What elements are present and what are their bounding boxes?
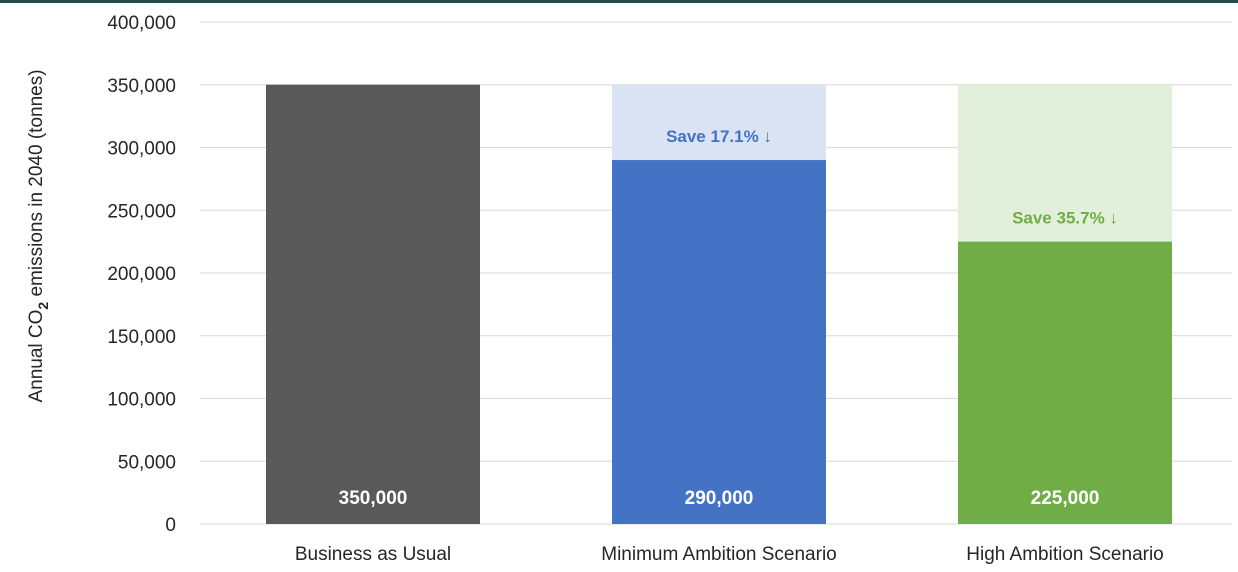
y-tick-label: 0 bbox=[165, 515, 176, 536]
savings-label: Save 17.1% ↓ bbox=[666, 127, 772, 146]
y-tick-label: 300,000 bbox=[107, 139, 176, 160]
y-tick-label: 250,000 bbox=[107, 201, 176, 222]
y-axis-tick-labels: 0 50,000 100,000 150,000 200,000 250,000 300,0… bbox=[107, 13, 176, 536]
savings-bands bbox=[612, 84, 1172, 242]
bar-value-label: 225,000 bbox=[1031, 488, 1100, 509]
bar bbox=[612, 160, 826, 525]
x-category-label: Minimum Ambition Scenario bbox=[601, 544, 836, 565]
x-category-label: Business as Usual bbox=[295, 544, 451, 565]
y-axis-title-part-1: Annual CO bbox=[26, 310, 47, 403]
y-axis-title-part-2: emissions in 2040 (tonnes) bbox=[26, 69, 47, 301]
y-tick-label: 200,000 bbox=[107, 264, 176, 285]
x-category-label: High Ambition Scenario bbox=[966, 544, 1164, 565]
y-tick-label: 350,000 bbox=[107, 76, 176, 97]
x-axis-category-labels: Business as Usual Minimum Ambition Scenar… bbox=[295, 544, 1164, 565]
bar bbox=[266, 84, 480, 524]
y-tick-label: 400,000 bbox=[107, 13, 176, 34]
y-axis-title-subscript: 2 bbox=[35, 302, 51, 310]
savings-band bbox=[958, 84, 1172, 242]
y-tick-label: 100,000 bbox=[107, 390, 176, 411]
y-tick-label: 50,000 bbox=[118, 452, 176, 473]
savings-band bbox=[612, 84, 826, 161]
bars bbox=[266, 84, 1172, 525]
top-rule bbox=[0, 0, 1238, 3]
bar-labels: 350,000 Save 17.1% ↓ 290,000 Save 35.7% ↓ 22… bbox=[339, 127, 1118, 509]
bar-value-label: 350,000 bbox=[339, 488, 408, 509]
y-tick-label: 150,000 bbox=[107, 327, 176, 348]
y-axis-title: Annual CO2 emissions in 2040 (tonnes) bbox=[26, 69, 51, 402]
bar-value-label: 290,000 bbox=[685, 488, 754, 509]
savings-label: Save 35.7% ↓ bbox=[1012, 209, 1118, 228]
bar bbox=[958, 241, 1172, 524]
